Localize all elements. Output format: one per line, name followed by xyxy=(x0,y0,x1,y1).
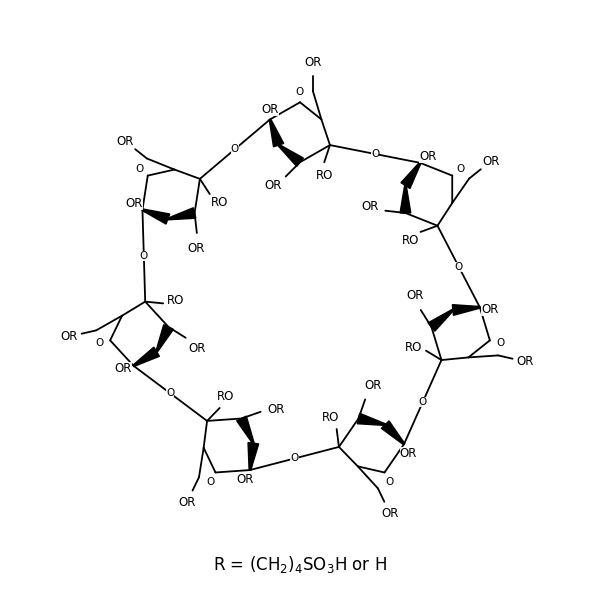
Text: OR: OR xyxy=(364,379,382,392)
Text: OR: OR xyxy=(400,447,417,460)
Text: OR: OR xyxy=(362,200,379,212)
Polygon shape xyxy=(156,325,173,352)
Polygon shape xyxy=(400,185,411,213)
Text: OR: OR xyxy=(262,103,279,116)
Text: O: O xyxy=(419,397,427,407)
Text: OR: OR xyxy=(304,56,322,70)
Text: OR: OR xyxy=(268,403,285,416)
Text: RO: RO xyxy=(316,169,333,182)
Text: OR: OR xyxy=(517,355,534,368)
Text: O: O xyxy=(140,251,148,260)
Polygon shape xyxy=(248,443,259,470)
Text: O: O xyxy=(95,338,104,348)
Text: RO: RO xyxy=(217,389,234,403)
Text: OR: OR xyxy=(126,197,143,210)
Text: O: O xyxy=(166,388,175,398)
Text: R = (CH$_2$)$_4$SO$_3$H or H: R = (CH$_2$)$_4$SO$_3$H or H xyxy=(213,554,387,575)
Polygon shape xyxy=(428,310,454,331)
Text: OR: OR xyxy=(178,496,196,509)
Text: OR: OR xyxy=(187,242,205,256)
Text: OR: OR xyxy=(188,342,206,355)
Text: O: O xyxy=(457,164,465,174)
Text: O: O xyxy=(296,86,304,97)
Text: O: O xyxy=(207,477,215,487)
Text: OR: OR xyxy=(115,362,132,374)
Text: O: O xyxy=(496,338,505,348)
Polygon shape xyxy=(401,163,421,188)
Text: RO: RO xyxy=(211,196,229,209)
Text: O: O xyxy=(231,144,239,154)
Text: O: O xyxy=(455,262,463,272)
Polygon shape xyxy=(167,208,196,220)
Text: RO: RO xyxy=(322,411,340,424)
Text: O: O xyxy=(371,149,379,159)
Polygon shape xyxy=(269,119,284,147)
Polygon shape xyxy=(142,209,170,224)
Text: OR: OR xyxy=(406,289,424,302)
Text: OR: OR xyxy=(264,179,281,192)
Text: RO: RO xyxy=(404,341,422,354)
Text: OR: OR xyxy=(116,134,134,148)
Text: OR: OR xyxy=(419,150,437,163)
Polygon shape xyxy=(133,347,160,367)
Text: RO: RO xyxy=(167,294,185,307)
Text: OR: OR xyxy=(60,330,77,343)
Polygon shape xyxy=(357,413,385,425)
Polygon shape xyxy=(278,145,304,166)
Text: OR: OR xyxy=(481,303,499,316)
Polygon shape xyxy=(452,305,480,315)
Polygon shape xyxy=(382,421,404,445)
Text: O: O xyxy=(290,454,299,463)
Text: O: O xyxy=(135,164,143,174)
Text: O: O xyxy=(385,477,393,487)
Text: OR: OR xyxy=(382,507,398,520)
Text: OR: OR xyxy=(482,155,500,167)
Polygon shape xyxy=(236,416,254,443)
Text: OR: OR xyxy=(237,473,254,486)
Text: RO: RO xyxy=(401,233,419,247)
